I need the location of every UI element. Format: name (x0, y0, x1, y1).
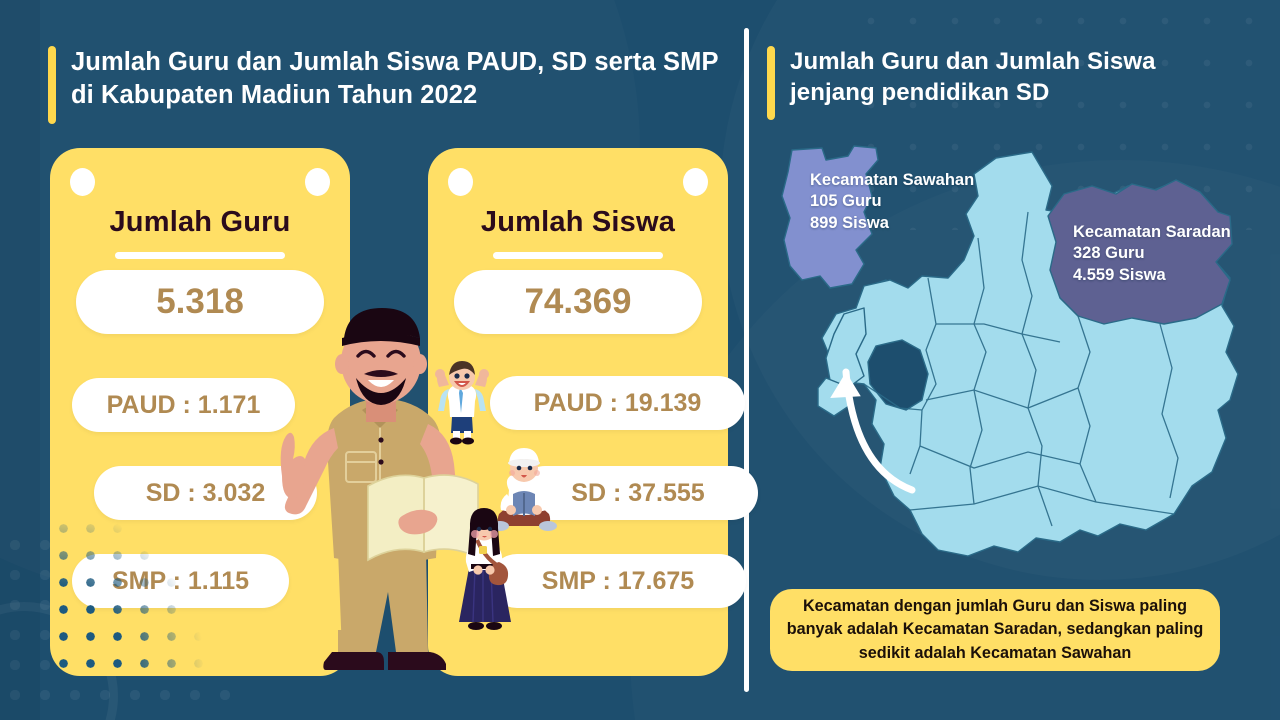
siswa-smp-pill: SMP : 17.675 (490, 554, 746, 608)
title-accent-bar (767, 46, 775, 120)
map-region-sawahan-inset (781, 145, 879, 289)
student-paud-illustration (435, 361, 489, 445)
siswa-total-pill: 74.369 (454, 270, 702, 334)
guru-paud-pill: PAUD : 1.171 (72, 378, 295, 432)
student-smp-illustration (459, 508, 511, 630)
map-region-saradan (1047, 179, 1233, 325)
map-label-saradan-teachers: 328 Guru (1073, 244, 1145, 263)
card-punch-hole-right (683, 168, 708, 196)
card-punch-hole-left (448, 168, 473, 196)
map-region-west-lobe (825, 307, 867, 389)
card-heading-siswa: Jumlah Siswa (480, 206, 676, 238)
card-heading-guru: Jumlah Guru (109, 206, 291, 238)
left-panel-title-text: Jumlah Guru dan Jumlah Siswa PAUD, SD se… (71, 48, 719, 110)
right-panel-title-text: Jumlah Guru dan Jumlah Siswa jenjang pen… (790, 48, 1156, 107)
map-label-saradan: Kecamatan Saradan 328 Guru 4.559 Siswa (1073, 222, 1231, 286)
map-label-sawahan-students: 899 Siswa (810, 213, 889, 232)
siswa-paud-pill: PAUD : 19.139 (490, 376, 745, 430)
title-accent-bar (48, 46, 56, 124)
map-callout-arrow (830, 368, 916, 494)
card-punch-hole-right (305, 168, 330, 196)
map-label-sawahan-name: Kecamatan Sawahan (810, 171, 975, 189)
stat-card-siswa: Jumlah Siswa 74.369 PAUD : 19.139 SD : 3… (428, 148, 758, 676)
teacher-illustration (280, 308, 479, 670)
background-dot-pattern-top-right (850, 0, 1280, 230)
summary-caption: Kecamatan dengan jumlah Guru dan Siswa p… (770, 589, 1220, 671)
map-label-sawahan-teachers: 105 Guru (810, 192, 882, 211)
card-underline (493, 252, 663, 259)
card-punch-hole-left (70, 168, 95, 196)
background-left-strip (0, 0, 40, 720)
guru-total-pill: 5.318 (76, 270, 324, 334)
guru-smp-pill: SMP : 1.115 (72, 554, 289, 608)
right-panel-title: Jumlah Guru dan Jumlah Siswa jenjang pen… (767, 46, 1237, 120)
map-region-dark-patch (867, 339, 929, 411)
map-label-saradan-name: Kecamatan Saradan (1073, 223, 1231, 241)
map-label-saradan-students: 4.559 Siswa (1073, 265, 1166, 284)
left-panel-title: Jumlah Guru dan Jumlah Siswa PAUD, SD se… (48, 46, 728, 124)
madiun-regency-map (781, 145, 1239, 557)
card-underline (115, 252, 285, 259)
siswa-sd-pill: SD : 37.555 (518, 466, 758, 520)
panel-divider (744, 28, 749, 692)
map-label-sawahan: Kecamatan Sawahan 105 Guru 899 Siswa (810, 170, 974, 234)
